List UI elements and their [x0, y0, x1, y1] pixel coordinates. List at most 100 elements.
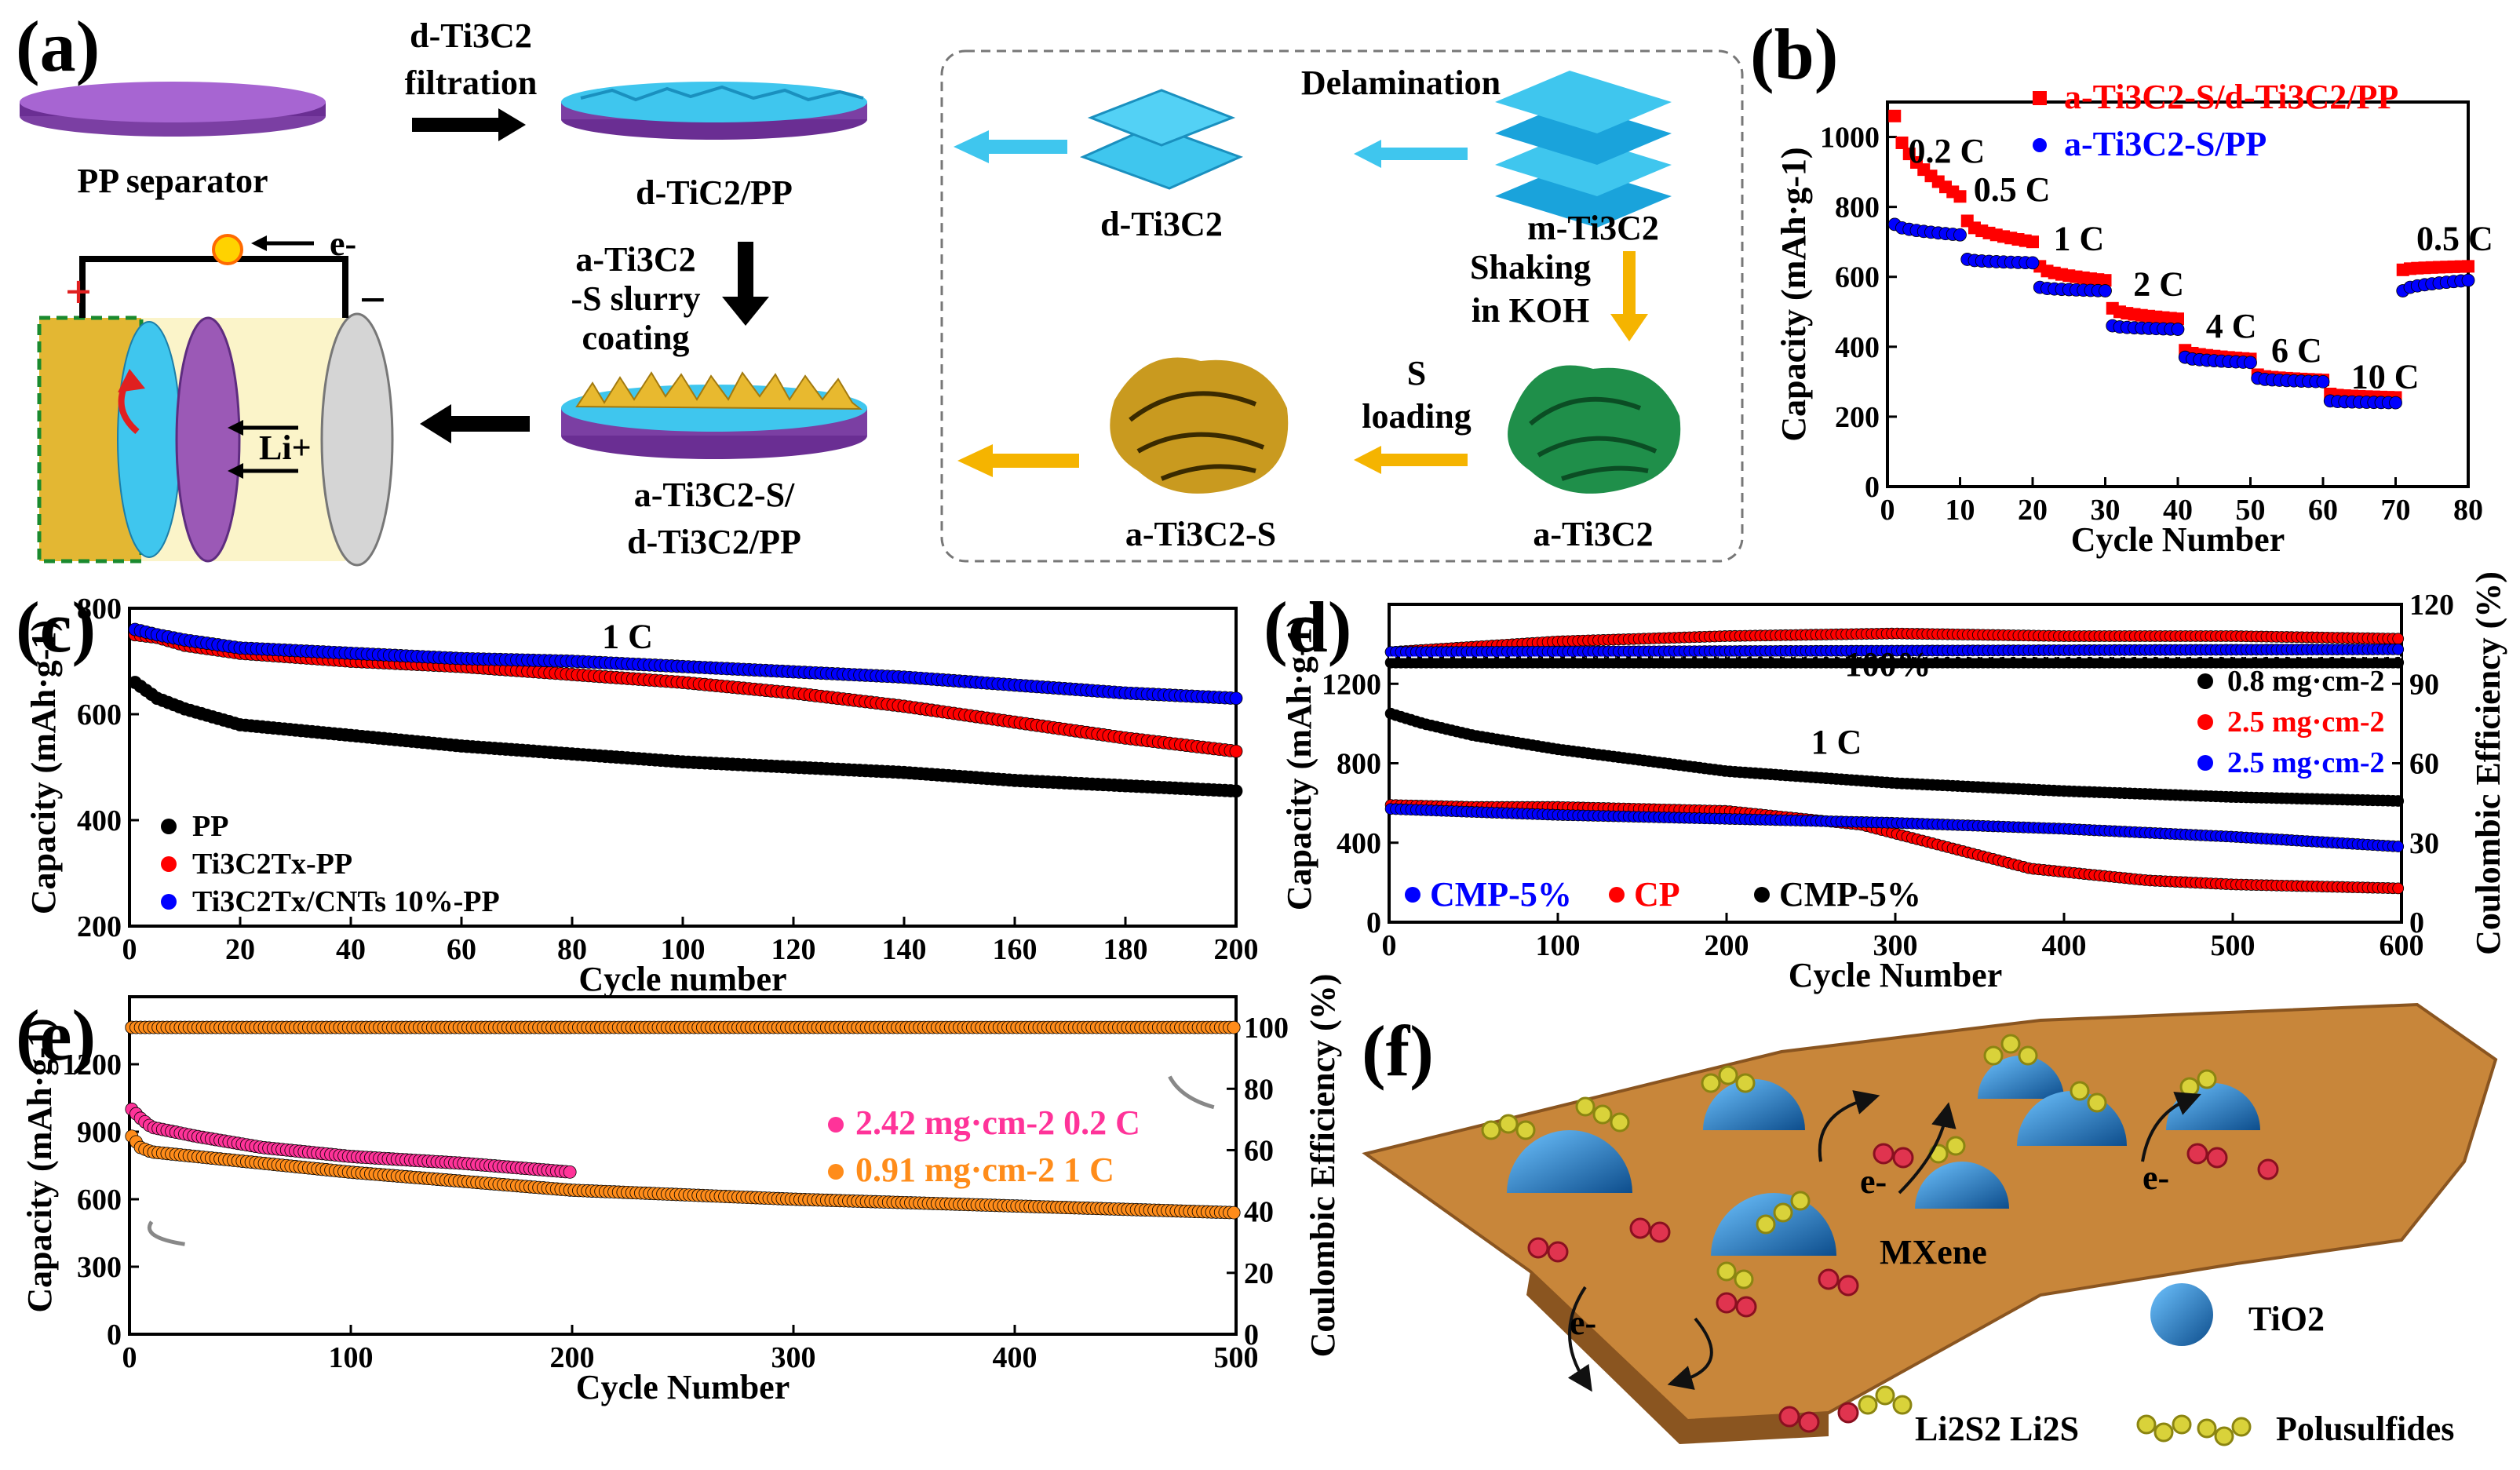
chart-c-cycling-1c: 0 20 40 60 80 100 120 140 160 180 200 200 400 600 800 C… — [24, 593, 1259, 998]
x-tick-label: 120 — [771, 933, 816, 966]
label-pp-separator: PP separator — [77, 162, 268, 200]
label-slurry-2: -S slurry — [571, 279, 701, 318]
x-axis-title: Cycle number — [578, 960, 786, 998]
panel-letter-c: (c) — [16, 587, 96, 667]
legend-marker-blue — [2033, 138, 2047, 152]
panel-letter-d: (d) — [1264, 587, 1351, 667]
series-blue-marker — [2026, 256, 2040, 270]
series-red-marker — [2172, 312, 2184, 326]
a-ti3c2-s-crumpled — [1110, 357, 1289, 494]
x-tick-label: 140 — [882, 933, 927, 966]
series-red-marker — [2462, 260, 2474, 273]
panel-letter-e: (e) — [16, 995, 96, 1075]
label-electron-f-2: e- — [1860, 1162, 1887, 1201]
arrow-ce-axis — [1168, 1075, 1215, 1110]
label-minus: − — [359, 274, 386, 326]
rate-label: 1 C — [602, 618, 653, 656]
y2-tick-label: 80 — [1244, 1073, 1274, 1106]
y-tick-label: 200 — [1835, 401, 1880, 434]
y-axis-title: Capacity (mAh·g-1) — [24, 620, 63, 914]
legend-bottom-marker — [1405, 887, 1420, 903]
label-shaking-2: in KOH — [1472, 291, 1589, 330]
x-axis-title: Cycle Number — [1789, 956, 2003, 994]
x-tick-label: 200 — [550, 1341, 595, 1374]
legend-label: a-Ti3C2-S/PP — [2064, 125, 2267, 163]
series-black-ce-marker — [2392, 656, 2405, 669]
series-black-capacity-marker — [2392, 795, 2405, 807]
label-electron-f-3: e- — [2143, 1158, 2169, 1197]
pp-separator-disc — [20, 82, 326, 137]
series-blue-marker — [2389, 396, 2402, 410]
rate-label: 0.5 C — [2416, 219, 2493, 257]
legend-bottom-marker — [1754, 887, 1770, 903]
legend-top-label: 2.5 mg·cm-2 — [2227, 746, 2385, 779]
y-tick-label: 1200 — [62, 1049, 122, 1082]
series-blue-marker — [1953, 228, 1967, 242]
rate-label: 4 C — [2206, 307, 2257, 345]
cell-schematic — [37, 234, 394, 567]
series-red-marker — [1895, 136, 1909, 149]
rate-label: 0.5 C — [1974, 170, 2051, 209]
x-tick-label: 500 — [1214, 1341, 1259, 1374]
x-tick-label: 200 — [1705, 929, 1749, 962]
label-electron-f-1: e- — [1570, 1304, 1596, 1342]
y-tick-label: 0 — [1366, 906, 1381, 939]
label-s-loading-1: S — [1407, 354, 1426, 392]
panel-letter-a: (a) — [16, 6, 100, 86]
x-tick-label: 60 — [447, 933, 476, 966]
legend-label: PP — [192, 810, 228, 843]
arrow-s-loading — [1354, 446, 1468, 474]
a-ti3c2-crumpled — [1508, 365, 1681, 494]
x-tick-label: 400 — [2042, 929, 2087, 962]
li2s-molecules — [1527, 1143, 2279, 1433]
rate-label: 1 C — [1811, 723, 1862, 761]
chart-b-rate-capability: 0 10 20 30 40 50 60 70 8002004006008001000Cycle … — [1774, 78, 2493, 559]
legend-label: Ti3C2Tx/CNTs 10%-PP — [192, 885, 500, 918]
y2-tick-label: 120 — [2409, 589, 2454, 622]
series-red-marker — [1953, 190, 1967, 203]
legend-polysulfides-label: Polusulfides — [2276, 1410, 2454, 1448]
panel-a-schematic: (a) PP separator d-Ti3C2 filtration d-Ti… — [16, 6, 1744, 567]
label-a-ti3c2: a-Ti3C2 — [1533, 515, 1653, 553]
y2-tick-label: 100 — [1244, 1012, 1289, 1045]
arrow-shaking — [1610, 251, 1648, 341]
x-tick-label: 80 — [2453, 494, 2483, 527]
x-tick-label: 0 — [122, 933, 137, 966]
x-tick-label: 500 — [2211, 929, 2256, 962]
legend-label: 0.91 mg·cm-2 1 C — [855, 1151, 1114, 1189]
legend-top-marker — [2197, 673, 2213, 689]
label-dtic2-pp: d-TiC2/PP — [636, 173, 793, 212]
legend-polysulfide-icon — [2136, 1414, 2252, 1446]
series-ti3c2tx-pp-marker — [1229, 744, 1243, 758]
series-blue-marker — [2099, 284, 2112, 297]
synthesis-box — [940, 49, 1744, 563]
y2-tick-label: 40 — [1244, 1196, 1274, 1229]
arrow-gold-left — [957, 444, 1079, 477]
x-tick-label: 20 — [225, 933, 255, 966]
panel-f-schematic: e- e- e- MXene TiO2 Li2S2 Li2S Polusulfi… — [1362, 1002, 2498, 1448]
legend-tio2-icon — [2150, 1283, 2213, 1346]
legend-bottom-marker — [1609, 887, 1625, 903]
series-blue-marker — [2461, 273, 2475, 287]
x-tick-label: 100 — [329, 1341, 374, 1374]
x-tick-label: 40 — [2163, 494, 2193, 527]
rate-label: 10 C — [2351, 357, 2420, 396]
label-a-ti3c2-s: a-Ti3C2-S — [1125, 515, 1276, 553]
y-tick-label: 400 — [1835, 331, 1880, 364]
legend-top-label: 2.5 mg·cm-2 — [2227, 706, 2385, 739]
x-tick-label: 60 — [2308, 494, 2338, 527]
label-lithium: Li+ — [259, 429, 312, 467]
legend-li-species-label: Li2S2 Li2S — [1915, 1410, 2079, 1448]
polysulfide-chains — [1481, 1034, 2217, 1415]
label-filtration-2: filtration — [405, 64, 538, 102]
label-slurry-3: coating — [582, 319, 690, 357]
arrow-cyan-left — [954, 130, 1067, 163]
x-tick-label: 100 — [1536, 929, 1581, 962]
x-tick-label: 0 — [1382, 929, 1397, 962]
y2-tick-label: 60 — [2409, 748, 2439, 781]
x-tick-label: 100 — [661, 933, 706, 966]
series-blue-marker — [2244, 356, 2257, 370]
legend-marker — [828, 1117, 844, 1133]
